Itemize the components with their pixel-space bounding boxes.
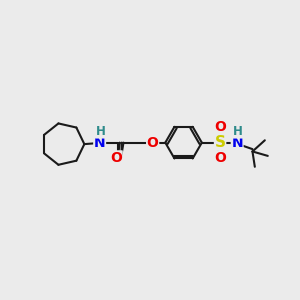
Text: O: O — [214, 120, 226, 134]
Text: H: H — [96, 125, 106, 138]
Text: N: N — [231, 136, 243, 150]
Text: O: O — [110, 151, 122, 165]
Text: S: S — [214, 135, 226, 150]
Text: N: N — [94, 136, 106, 150]
Text: H: H — [233, 125, 243, 138]
Text: O: O — [214, 151, 226, 165]
Text: O: O — [147, 136, 159, 150]
